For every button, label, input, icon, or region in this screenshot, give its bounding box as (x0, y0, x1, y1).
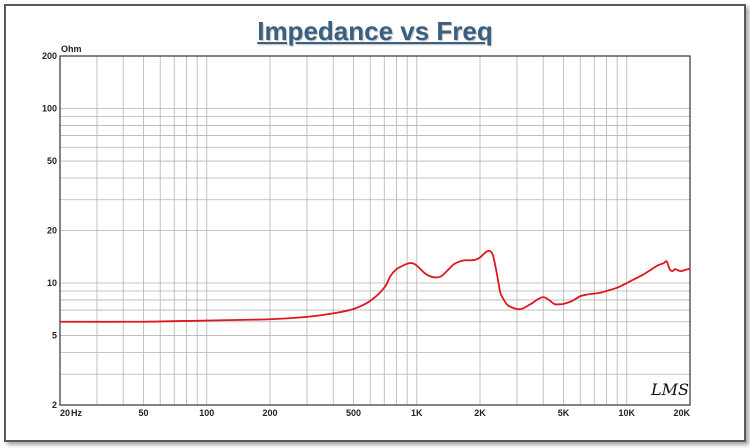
y-tick-label: 100 (42, 104, 57, 114)
lms-watermark: LMS (650, 380, 689, 399)
x-tick-label: 5K (558, 408, 570, 418)
series-layer (59, 249, 691, 323)
x-tick-label: 100 (199, 408, 214, 418)
y-tick-label: 20 (47, 226, 57, 236)
y-tick-label: 5 (52, 331, 57, 341)
impedance-curve (59, 249, 691, 323)
plot-border (59, 55, 691, 406)
y-tick-label: 200 (42, 51, 57, 61)
x-tick-label: 50 (139, 408, 149, 418)
y-tick-label: 50 (47, 156, 57, 166)
x-tick-label: 20K (673, 408, 690, 418)
y-unit-label: Ohm (61, 44, 82, 54)
x-tick-label: 1K (411, 408, 423, 418)
y-tick-label: 2 (52, 400, 57, 410)
x-unit-label: Hz (71, 408, 82, 418)
y-tick-label: 10 (47, 278, 57, 288)
x-tick-label: 20 (60, 408, 70, 418)
x-tick-label: 200 (262, 408, 277, 418)
x-tick-label: 10K (619, 408, 636, 418)
x-tick-label: 2K (474, 408, 486, 418)
grid-lines (59, 55, 691, 406)
chart-title: Impedance vs Freq (257, 16, 493, 46)
x-tick-label: 500 (346, 408, 361, 418)
